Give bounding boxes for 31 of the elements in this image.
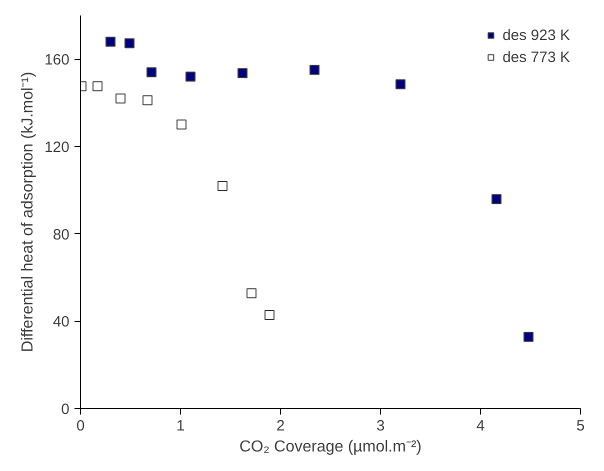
- point: [492, 194, 502, 204]
- point: [246, 288, 256, 298]
- x-tick-label: 5: [576, 418, 585, 434]
- point: [106, 36, 116, 47]
- point: [310, 64, 320, 75]
- y-tick-label: 80: [52, 226, 70, 244]
- x-tick-label: 0: [76, 418, 85, 434]
- point: [176, 119, 186, 130]
- x-tick-label: 2: [276, 418, 285, 434]
- y-tick-label: 120: [44, 139, 70, 156]
- point: [218, 181, 228, 192]
- y-tick-label: 0: [61, 401, 70, 418]
- y-axis-title: Differential heat of adsorption (kJ.mol⁻¹): [19, 72, 36, 352]
- x-tick-label: 3: [376, 418, 385, 434]
- point: [142, 95, 152, 106]
- point: [264, 310, 274, 320]
- point: [92, 81, 102, 92]
- point: [524, 332, 534, 342]
- y-tick-label: 40: [52, 314, 70, 331]
- point: [396, 79, 406, 90]
- x-tick-label: 1: [176, 418, 185, 434]
- point: [116, 93, 126, 104]
- legend-label: des 923 K: [502, 26, 570, 44]
- point: [238, 68, 248, 78]
- point: [186, 72, 196, 82]
- x-tick-label: 4: [476, 418, 485, 434]
- legend-label: des 773 K: [502, 48, 570, 66]
- x-axis-title: CO₂ Coverage (µmol.m⁻²): [239, 438, 422, 456]
- point: [146, 67, 156, 78]
- point: [124, 38, 134, 48]
- y-tick-label: 160: [44, 52, 70, 69]
